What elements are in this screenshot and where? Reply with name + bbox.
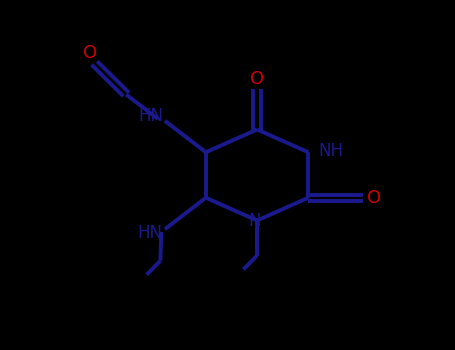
Text: NH: NH: [318, 141, 344, 160]
Text: HN: HN: [139, 106, 164, 125]
Text: HN: HN: [138, 224, 163, 243]
Text: O: O: [367, 189, 381, 207]
Text: O: O: [250, 70, 264, 89]
Text: N: N: [248, 212, 261, 230]
Text: O: O: [83, 44, 97, 62]
